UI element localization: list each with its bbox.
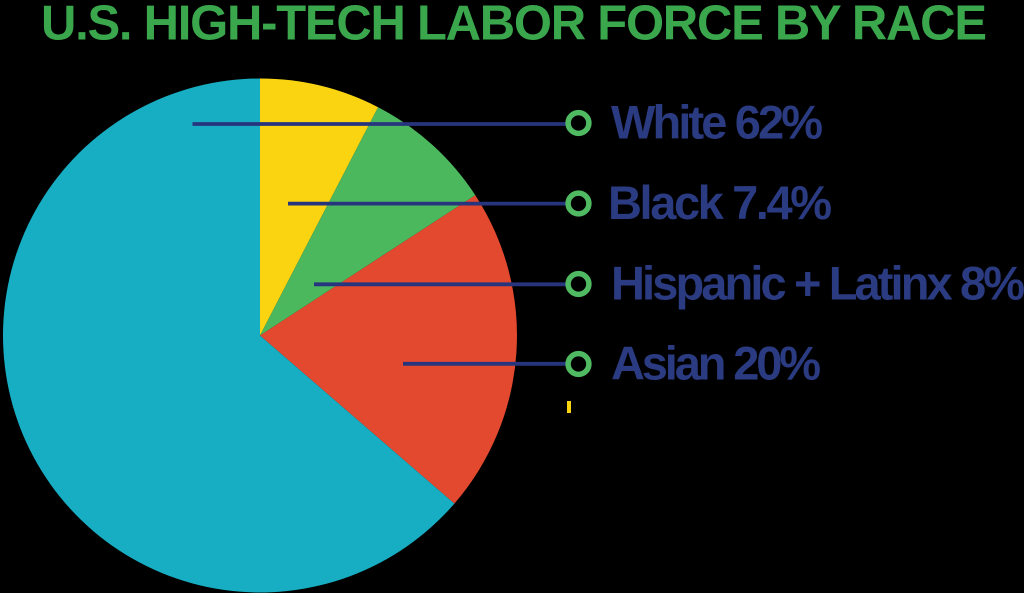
svg-text:Hispanic + Latinx 8%: Hispanic + Latinx 8%	[611, 257, 1024, 310]
svg-text:Asian 20%: Asian 20%	[611, 337, 821, 390]
svg-text:White 62%: White 62%	[611, 96, 823, 149]
svg-text:Black 7.4%: Black 7.4%	[608, 176, 832, 229]
svg-text:U.S. HIGH-TECH LABOR FORCE BY: U.S. HIGH-TECH LABOR FORCE BY RACE	[41, 0, 987, 51]
